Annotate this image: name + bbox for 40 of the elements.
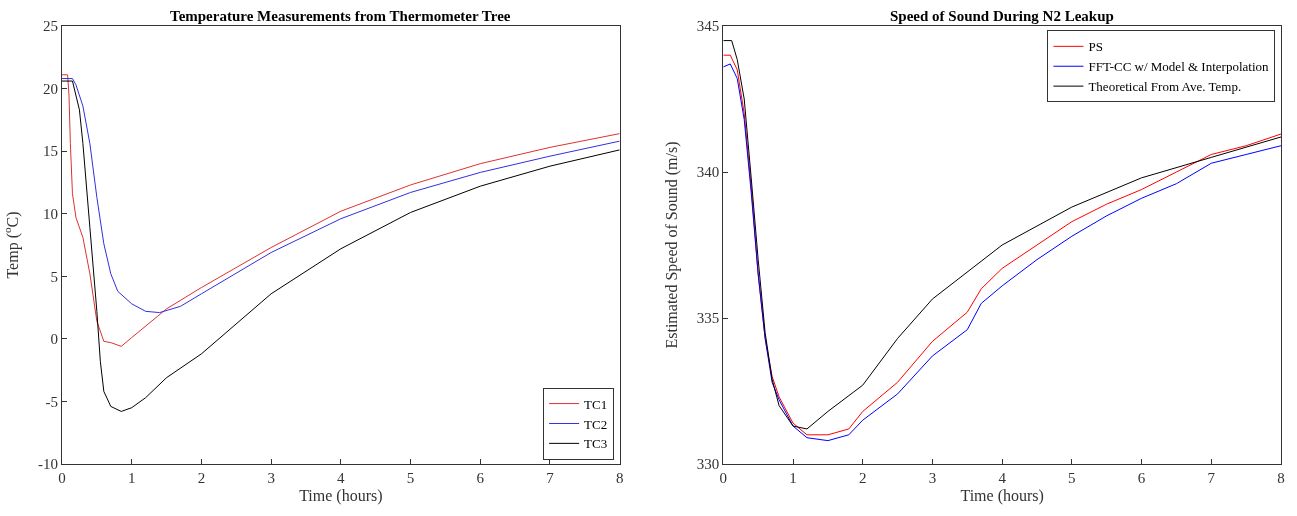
y-tick-label: 25 — [43, 18, 58, 35]
chart-title: Temperature Measurements from Thermometer Tree — [170, 8, 511, 24]
legend-label: FFT-CC w/ Model & Interpolation — [1088, 59, 1269, 75]
y-tick-label: 0 — [50, 331, 58, 348]
y-tick-label: 330 — [696, 456, 720, 473]
y-tick-label: 10 — [43, 205, 58, 222]
x-tick-label: 6 — [476, 470, 485, 486]
x-axis-title: Time (hours) — [960, 486, 1044, 505]
x-tick-label: 7 — [546, 470, 555, 486]
x-tick-label: 5 — [1068, 470, 1076, 486]
legend-label: PS — [1088, 39, 1103, 55]
line-series — [62, 80, 620, 412]
x-tick-label: 4 — [998, 470, 1007, 486]
y-tick-label: 15 — [43, 143, 58, 160]
x-tick-label: 6 — [1137, 470, 1146, 486]
x-tick-label: 1 — [127, 470, 136, 486]
x-tick-label: 1 — [789, 470, 797, 486]
y-axis-title: Estimated Speed of Sound (m/s) — [662, 141, 681, 349]
y-tick-label: -10 — [38, 456, 58, 473]
y-tick-label: -5 — [45, 393, 58, 410]
legend-label: TC1 — [584, 396, 608, 412]
y-tick-label: 335 — [696, 310, 720, 327]
x-tick-label: 2 — [858, 470, 867, 486]
x-tick-label: 4 — [337, 470, 346, 486]
legend-label: TC2 — [584, 416, 608, 432]
legend-label: Theoretical From Ave. Temp. — [1088, 79, 1242, 95]
y-tick-label: 20 — [43, 80, 58, 97]
x-tick-label: 8 — [615, 470, 624, 486]
y-tick-label: 5 — [50, 268, 58, 285]
y-tick-label: 340 — [696, 164, 720, 181]
legend-label: TC3 — [584, 436, 608, 452]
x-tick-label: 3 — [267, 470, 275, 486]
x-tick-label: 3 — [928, 470, 937, 486]
x-tick-label: 2 — [197, 470, 206, 486]
x-axis-title: Time (hours) — [299, 486, 383, 505]
x-tick-label: 8 — [1277, 470, 1285, 486]
x-tick-label: 7 — [1207, 470, 1216, 486]
y-tick-label: 345 — [696, 18, 720, 35]
chart-title: Speed of Sound During N2 Leakup — [890, 8, 1114, 24]
x-tick-label: 5 — [406, 470, 415, 486]
